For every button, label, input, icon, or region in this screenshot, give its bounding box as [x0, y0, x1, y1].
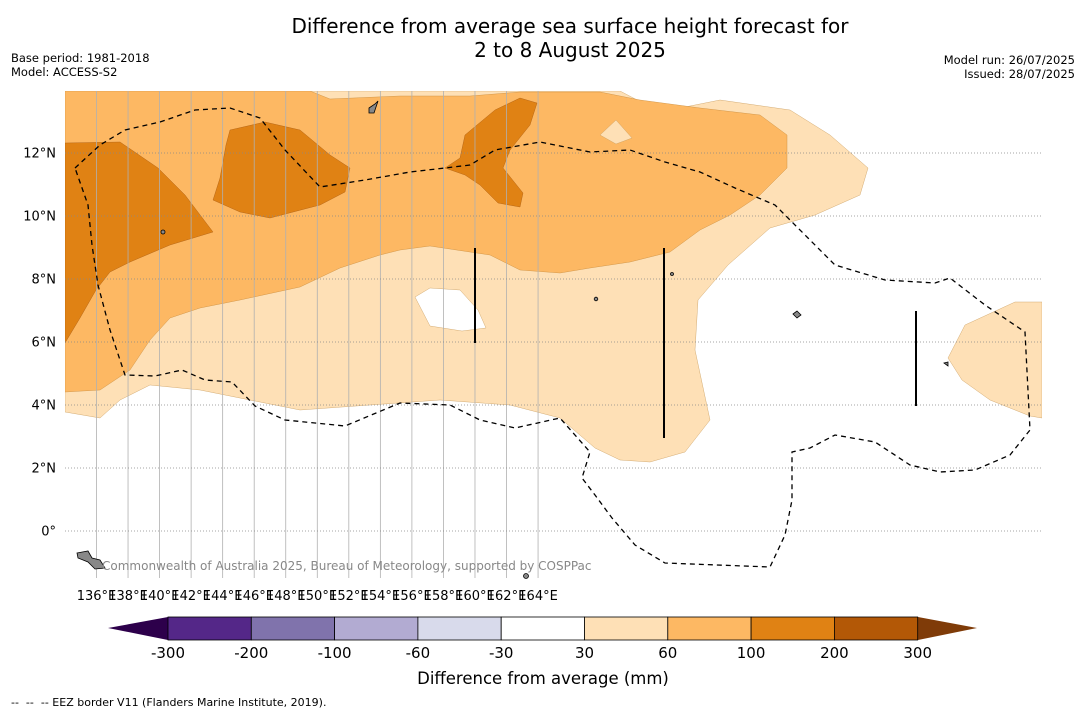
anomaly-field: [65, 91, 1042, 463]
x-tick-label: 156°E: [392, 589, 432, 604]
colorbar-tick-label: -300: [151, 644, 185, 662]
colorbar-tick-label: -60: [406, 644, 431, 662]
y-tick-label: 0°: [41, 525, 56, 540]
contour-100-200-west: [65, 141, 214, 344]
y-tick-label: 2°N: [32, 462, 57, 477]
base-info: Base period: 1981-2018 Model: ACCESS-S2: [11, 51, 150, 79]
island-small-1: [160, 229, 166, 235]
eez-border: [74, 107, 1031, 568]
colorbar-bin: [667, 616, 752, 641]
x-tick-label: 150°E: [298, 589, 338, 604]
x-tick-label: 162°E: [487, 589, 527, 604]
latitude-ticks: 12°N 10°N 8°N 6°N 4°N 2°N 0°: [23, 147, 56, 540]
y-tick-label: 12°N: [23, 147, 56, 162]
island-small-3: [523, 573, 529, 579]
copyright-notice: Commonwealth of Australia 2025, Bureau o…: [102, 559, 592, 573]
x-tick-label: 164°E: [518, 589, 558, 604]
colorbar-title: Difference from average (mm): [417, 669, 669, 688]
y-tick-label: 4°N: [32, 399, 57, 414]
x-tick-label: 142°E: [171, 589, 211, 604]
colorbar-bin: [334, 616, 419, 641]
colorbar-bin: [250, 616, 336, 641]
eez-footnote: -- -- -- EEZ border V11 (Flanders Marine…: [11, 696, 327, 709]
colorbar-tick-label: -200: [234, 644, 268, 662]
x-tick-label: 152°E: [329, 589, 369, 604]
colorbar-tick-label: 60: [658, 644, 677, 662]
x-tick-label: 144°E: [203, 589, 243, 604]
colorbar-tick-label: -30: [489, 644, 514, 662]
x-tick-label: 136°E: [77, 589, 117, 604]
island-small-2: [593, 296, 599, 302]
longitude-ticks: 136°E138°E140°E142°E144°E146°E148°E150°E…: [77, 589, 558, 604]
islands: [76, 100, 949, 579]
title-line-1: Difference from average sea surface heig…: [291, 14, 849, 38]
island-kosrae: [943, 361, 949, 367]
contour-30-60-east: [947, 301, 1042, 419]
y-tick-label: 10°N: [23, 210, 56, 225]
contour-30-60-north: [599, 119, 633, 145]
x-tick-label: 140°E: [140, 589, 180, 604]
island-small-4: [670, 272, 674, 276]
colorbar-bin: [167, 616, 252, 641]
colorbar-bin: [834, 616, 919, 641]
colorbar: -300 -200 -100 -60 -30 30 60 100 200 300 Differen…: [108, 616, 977, 688]
base-period: Base period: 1981-2018: [11, 51, 150, 65]
graticule: [65, 91, 1042, 578]
colorbar-bin: [584, 616, 669, 641]
colorbar-tick-label: 300: [903, 644, 932, 662]
contour-100-200-central: [212, 121, 351, 219]
forecast-markers: [474, 248, 917, 438]
y-tick-label: 8°N: [32, 273, 57, 288]
x-tick-label: 154°E: [361, 589, 401, 604]
colorbar-tick-label: -100: [318, 644, 352, 662]
colorbar-tick-label: 30: [575, 644, 594, 662]
run-info: Model run: 26/07/2025 Issued: 28/07/2025: [944, 53, 1075, 81]
colorbar-bin: [750, 616, 835, 641]
colorbar-bin: [417, 616, 502, 641]
title-line-2: 2 to 8 August 2025: [474, 38, 666, 62]
y-tick-label: 6°N: [32, 336, 57, 351]
x-tick-label: 148°E: [266, 589, 306, 604]
x-tick-label: 158°E: [424, 589, 464, 604]
island-pohnpei: [792, 310, 802, 319]
x-tick-label: 160°E: [455, 589, 495, 604]
model-run: Model run: 26/07/2025: [943, 53, 1075, 67]
near-average-hole: [414, 287, 487, 332]
x-tick-label: 146°E: [234, 589, 274, 604]
colorbar-bin: [500, 616, 585, 641]
island-guam: [368, 100, 379, 114]
island-png: [76, 550, 106, 570]
colorbar-under: [108, 617, 168, 640]
colorbar-over: [918, 617, 977, 640]
x-tick-label: 138°E: [108, 589, 148, 604]
map-title: Difference from average sea surface heig…: [170, 14, 970, 62]
colorbar-tick-label: 100: [737, 644, 766, 662]
issued-date: Issued: 28/07/2025: [964, 67, 1075, 81]
model-name: Model: ACCESS-S2: [11, 65, 118, 79]
colorbar-tick-label: 200: [820, 644, 849, 662]
